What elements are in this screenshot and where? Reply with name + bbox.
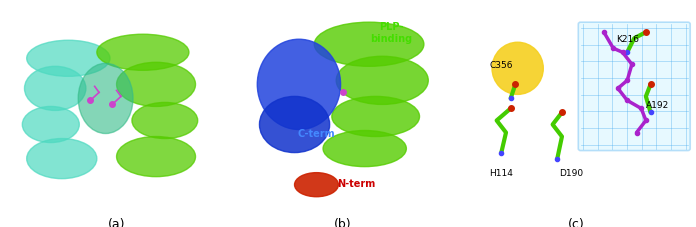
Ellipse shape bbox=[258, 40, 340, 130]
Text: (b): (b) bbox=[334, 217, 351, 227]
Ellipse shape bbox=[97, 35, 189, 71]
Ellipse shape bbox=[117, 137, 196, 177]
Text: D190: D190 bbox=[559, 168, 583, 177]
Text: A192: A192 bbox=[646, 101, 669, 109]
Ellipse shape bbox=[132, 103, 198, 139]
Text: (c): (c) bbox=[567, 217, 585, 227]
Ellipse shape bbox=[78, 64, 133, 134]
Ellipse shape bbox=[22, 107, 79, 143]
Text: PLP-
binding: PLP- binding bbox=[370, 22, 412, 44]
Text: H114: H114 bbox=[489, 168, 513, 177]
Ellipse shape bbox=[26, 139, 97, 179]
Ellipse shape bbox=[294, 173, 338, 197]
Ellipse shape bbox=[260, 97, 330, 153]
Text: C356: C356 bbox=[489, 61, 513, 69]
Ellipse shape bbox=[315, 23, 424, 67]
Ellipse shape bbox=[336, 57, 428, 105]
Text: N-term: N-term bbox=[337, 178, 375, 188]
Ellipse shape bbox=[24, 67, 86, 111]
Text: K216: K216 bbox=[616, 35, 639, 44]
Ellipse shape bbox=[323, 131, 406, 167]
Text: (a): (a) bbox=[108, 217, 125, 227]
Ellipse shape bbox=[117, 63, 196, 107]
Text: C-term: C-term bbox=[298, 128, 335, 138]
Ellipse shape bbox=[332, 97, 420, 137]
Ellipse shape bbox=[492, 43, 544, 95]
Ellipse shape bbox=[26, 41, 110, 77]
FancyBboxPatch shape bbox=[578, 23, 690, 151]
